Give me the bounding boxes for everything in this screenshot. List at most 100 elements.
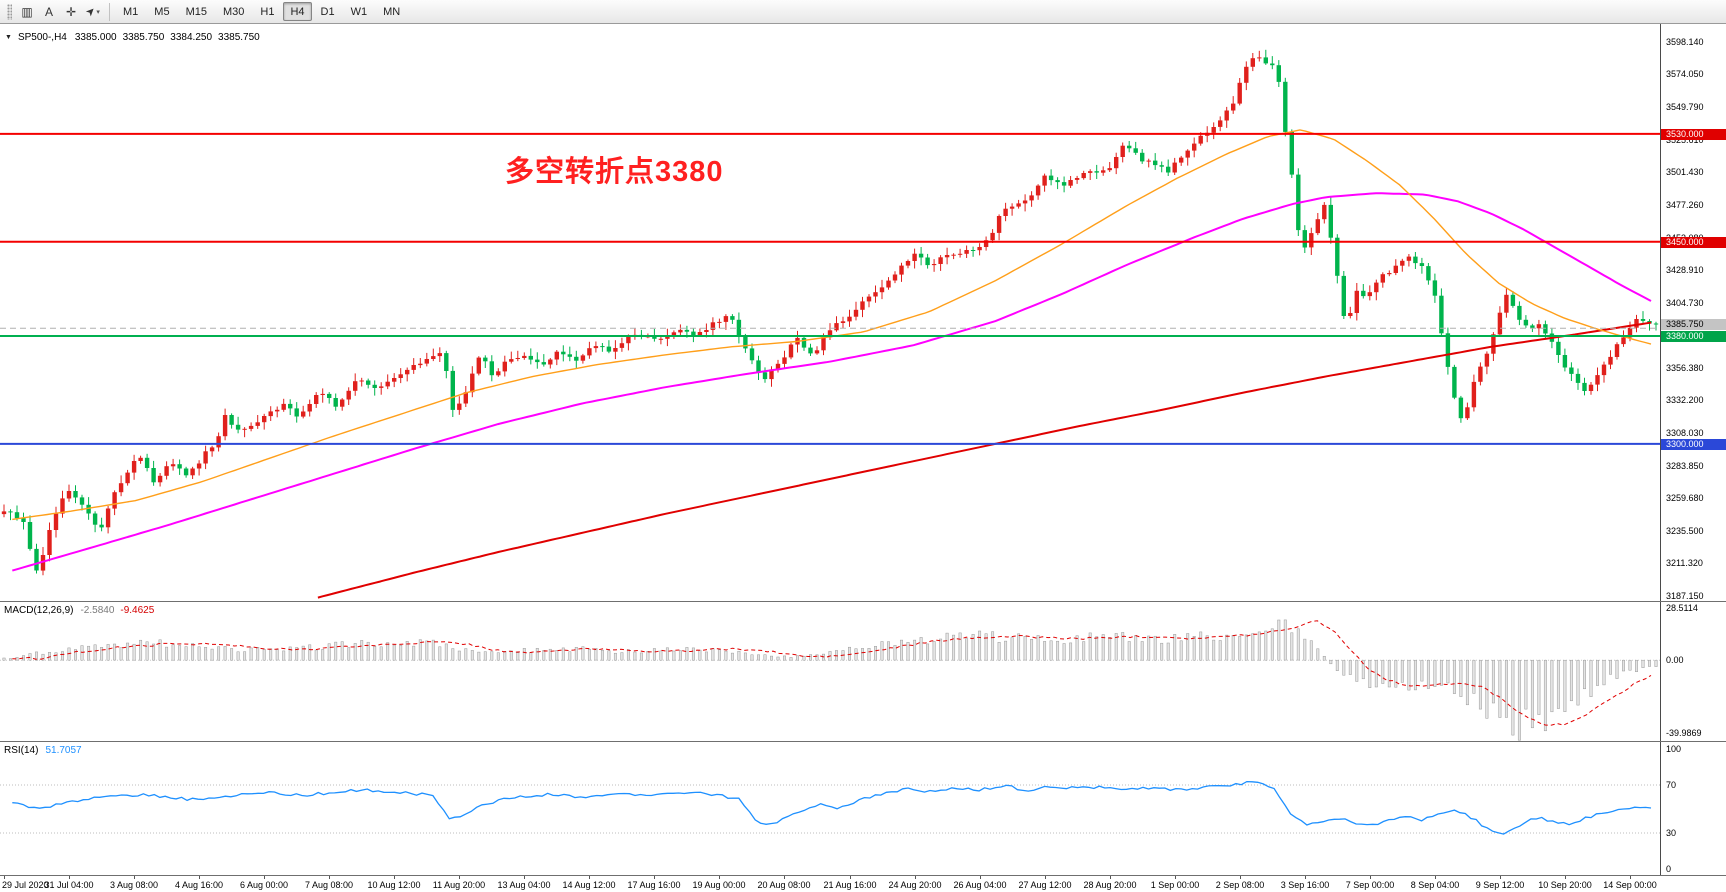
time-tick-mark bbox=[1500, 876, 1501, 879]
timeframe-H1[interactable]: H1 bbox=[260, 5, 275, 18]
charts-icon[interactable]: ▥ bbox=[21, 4, 33, 19]
time-label: 14 Aug 12:00 bbox=[562, 880, 616, 890]
ohlc-high: 3385.750 bbox=[122, 32, 165, 43]
price-tick: 3428.910 bbox=[1666, 265, 1704, 275]
macd-histogram bbox=[2, 619, 1658, 741]
time-label: 4 Aug 16:00 bbox=[174, 880, 224, 890]
timeframe-W1[interactable]: W1 bbox=[350, 5, 368, 18]
price-tick: 3187.150 bbox=[1666, 591, 1704, 601]
time-label: 24 Aug 20:00 bbox=[888, 880, 942, 890]
price-tick: 3549.790 bbox=[1666, 102, 1704, 112]
price-tick: 3477.260 bbox=[1666, 200, 1704, 210]
macd-axis-tick: 0.00 bbox=[1666, 655, 1684, 665]
time-label: 6 Aug 00:00 bbox=[239, 880, 289, 890]
price-tick: 3598.140 bbox=[1666, 37, 1704, 47]
price-tick: 3356.380 bbox=[1666, 363, 1704, 373]
price-badge-3530.000[interactable]: 3530.000 bbox=[1661, 129, 1726, 140]
rsi-value: 51.7057 bbox=[45, 745, 82, 756]
price-chart-panel: ▼ SP500-,H4 3385.000 3385.750 3384.250 3… bbox=[0, 24, 1726, 602]
rsi-axis[interactable]: 100 70 30 0 bbox=[1660, 742, 1726, 875]
time-label: 14 Sep 00:00 bbox=[1603, 880, 1657, 890]
macd-axis[interactable]: 28.5114 0.00 -39.9869 bbox=[1660, 602, 1726, 741]
ma-mid-line bbox=[12, 192, 1652, 572]
chart-annotation: 多空转折点3380 bbox=[505, 156, 724, 188]
macd-signal-line bbox=[12, 620, 1652, 726]
time-label: 19 Aug 00:00 bbox=[692, 880, 746, 890]
time-tick-mark bbox=[524, 876, 525, 879]
price-plot[interactable] bbox=[0, 24, 1660, 601]
time-label: 13 Aug 04:00 bbox=[497, 880, 551, 890]
time-tick-mark bbox=[654, 876, 655, 879]
timeframe-M1[interactable]: M1 bbox=[123, 5, 139, 18]
rsi-plot[interactable] bbox=[0, 742, 1660, 875]
time-tick-mark bbox=[1240, 876, 1241, 879]
time-tick-mark bbox=[1565, 876, 1566, 879]
ma-fast-line bbox=[12, 129, 1652, 521]
rsi-axis-tick: 70 bbox=[1666, 780, 1677, 790]
time-label: 26 Aug 04:00 bbox=[953, 880, 1007, 890]
cursor-icon[interactable]: ➤ ▾ bbox=[83, 4, 100, 20]
chart-symbol-timeframe: SP500-,H4 bbox=[17, 32, 67, 43]
rsi-axis-tick: 0 bbox=[1666, 864, 1672, 874]
time-label: 7 Aug 08:00 bbox=[304, 880, 354, 890]
time-label: 3 Aug 08:00 bbox=[109, 880, 159, 890]
time-label: 28 Aug 20:00 bbox=[1083, 880, 1137, 890]
time-axis[interactable]: 29 Jul 2020 31 Jul 04:00 3 Aug 08:00 4 Aug … bbox=[0, 876, 1726, 892]
time-tick-mark bbox=[784, 876, 785, 879]
price-badge-3300.000[interactable]: 3300.000 bbox=[1661, 439, 1726, 450]
price-badge-3380.000[interactable]: 3380.000 bbox=[1661, 331, 1726, 342]
timeframe-M30[interactable]: M30 bbox=[222, 5, 245, 18]
timeframe-MN[interactable]: MN bbox=[383, 5, 401, 18]
macd-plot[interactable] bbox=[0, 602, 1660, 741]
rsi-axis-tick: 30 bbox=[1666, 828, 1677, 838]
price-tick: 3259.680 bbox=[1666, 493, 1704, 503]
time-tick-mark bbox=[1305, 876, 1306, 879]
price-tick: 3574.050 bbox=[1666, 69, 1704, 79]
time-label: 3 Sep 16:00 bbox=[1280, 880, 1330, 890]
ohlc-close: 3385.750 bbox=[218, 32, 260, 43]
chart-title: ▼ SP500-,H4 3385.000 3385.750 3384.250 3… bbox=[5, 32, 266, 43]
toolbar-separator bbox=[109, 2, 110, 21]
time-tick-mark bbox=[1370, 876, 1371, 879]
time-label: 11 Aug 20:00 bbox=[432, 880, 486, 890]
chart-dropdown-icon[interactable]: ▼ bbox=[5, 34, 12, 41]
text-tool-icon[interactable]: A bbox=[44, 4, 53, 19]
timeframe-H4[interactable]: H4 bbox=[283, 2, 312, 21]
time-label: 8 Sep 04:00 bbox=[1410, 880, 1460, 890]
time-tick-mark bbox=[850, 876, 851, 879]
macd-main-value: -2.5840 bbox=[80, 605, 115, 616]
timeframe-M15[interactable]: M15 bbox=[185, 5, 207, 18]
macd-panel: MACD(12,26,9) -2.5840 -9.4625 28.5114 0.00 -… bbox=[0, 602, 1726, 742]
time-tick-mark bbox=[134, 876, 135, 879]
time-tick-mark bbox=[69, 876, 70, 879]
rsi-header: RSI(14) 51.7057 bbox=[4, 745, 82, 756]
time-tick-mark bbox=[1110, 876, 1111, 879]
time-tick-mark bbox=[394, 876, 395, 879]
macd-header: MACD(12,26,9) -2.5840 -9.4625 bbox=[4, 605, 154, 616]
time-label: 2 Sep 08:00 bbox=[1215, 880, 1265, 890]
ma-slow-line bbox=[317, 321, 1652, 599]
time-label: 7 Sep 00:00 bbox=[1345, 880, 1395, 890]
price-tick: 3211.320 bbox=[1666, 558, 1703, 568]
timeframe-M5[interactable]: M5 bbox=[154, 5, 170, 18]
time-tick-mark bbox=[589, 876, 590, 879]
price-axis[interactable]: 3598.140 3574.050 3549.790 3525.610 3501.430… bbox=[1660, 24, 1726, 601]
price-badge-3450.000[interactable]: 3450.000 bbox=[1661, 237, 1726, 248]
rsi-axis-tick: 100 bbox=[1666, 744, 1682, 754]
macd-label: MACD(12,26,9) bbox=[4, 605, 74, 616]
time-tick-mark bbox=[329, 876, 330, 879]
toolbar-grip[interactable] bbox=[7, 3, 12, 20]
candlesticks bbox=[1, 49, 1659, 576]
rsi-label: RSI(14) bbox=[4, 745, 39, 756]
time-tick-mark bbox=[264, 876, 265, 879]
macd-axis-tick: -39.9869 bbox=[1666, 728, 1702, 738]
timeframe-D1[interactable]: D1 bbox=[320, 5, 335, 18]
price-tick: 3332.200 bbox=[1666, 395, 1704, 405]
price-badge-3385.750[interactable]: 3385.750 bbox=[1661, 319, 1726, 330]
time-label: 9 Sep 12:00 bbox=[1475, 880, 1525, 890]
time-tick-mark bbox=[915, 876, 916, 879]
time-label: 21 Aug 16:00 bbox=[823, 880, 877, 890]
price-tick: 3404.730 bbox=[1666, 298, 1704, 308]
crosshair-icon[interactable]: ✛ bbox=[65, 4, 77, 19]
timeframe-buttons: M1 M5 M15 M30 H1 H4 D1 W1 MN bbox=[115, 2, 408, 21]
